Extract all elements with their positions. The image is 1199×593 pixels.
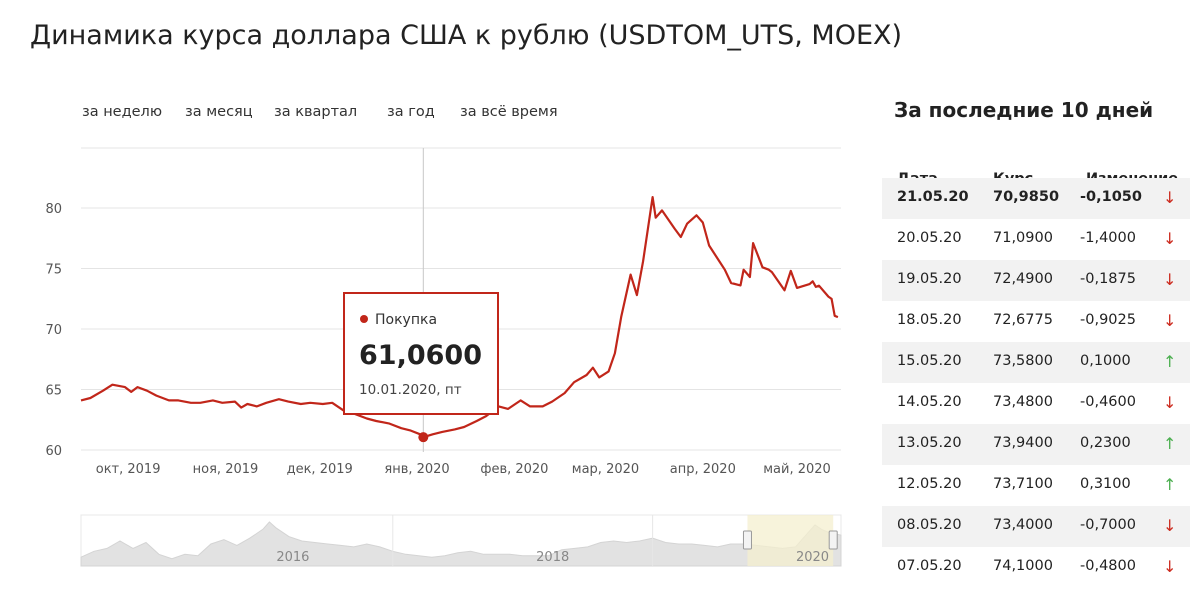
page-title: Динамика курса доллара США к рублю (USDT… <box>30 20 903 51</box>
table-row: 18.05.20 72,6775 -0,9025 ↓ <box>882 301 1190 342</box>
table-row: 15.05.20 73,5800 0,1000 ↑ <box>882 342 1190 383</box>
row-rate: 73,4000 <box>993 517 1053 533</box>
arrow-down-icon: ↓ <box>1163 393 1177 412</box>
row-date: 08.05.20 <box>897 517 962 533</box>
navigator-year-label: 2016 <box>276 550 309 565</box>
navigator-year-label: 2018 <box>536 550 569 565</box>
x-tick-label: апр, 2020 <box>670 462 736 477</box>
arrow-down-icon: ↓ <box>1163 557 1177 576</box>
y-tick-label: 80 <box>45 202 62 217</box>
table-row: 13.05.20 73,9400 0,2300 ↑ <box>882 424 1190 465</box>
table-row: 07.05.20 74,1000 -0,4800 ↓ <box>882 547 1190 588</box>
navigator-window <box>747 515 834 566</box>
table-row: 12.05.20 73,7100 0,3100 ↑ <box>882 465 1190 506</box>
y-tick-label: 75 <box>45 263 62 278</box>
period-tab-0[interactable]: за неделю <box>82 104 163 120</box>
period-selector: за неделю за месяц за квартал за год за всё … <box>82 104 602 126</box>
arrow-down-icon: ↓ <box>1163 311 1177 330</box>
x-tick-label: янв, 2020 <box>384 462 449 477</box>
rate-series-line <box>80 196 839 439</box>
row-date: 19.05.20 <box>897 271 962 287</box>
x-tick-label: май, 2020 <box>763 462 831 477</box>
x-tick-label: мар, 2020 <box>572 462 639 477</box>
table-row: 19.05.20 72,4900 -0,1875 ↓ <box>882 260 1190 301</box>
row-change: -0,1050 <box>1080 189 1142 205</box>
row-change: -0,7000 <box>1080 517 1136 533</box>
tooltip-series-dot <box>360 315 368 323</box>
row-date: 12.05.20 <box>897 476 962 492</box>
y-tick-label: 70 <box>45 323 62 338</box>
x-tick-label: окт, 2019 <box>96 462 161 477</box>
y-tick-label: 65 <box>45 384 62 399</box>
row-date: 07.05.20 <box>897 558 962 574</box>
arrow-up-icon: ↑ <box>1163 475 1177 494</box>
rate-table-body: 21.05.20 70,9850 -0,1050 ↓ 20.05.20 71,0900 -1… <box>882 178 1190 588</box>
tooltip-value: 61,0600 <box>359 340 482 371</box>
arrow-up-icon: ↑ <box>1163 352 1177 371</box>
row-rate: 74,1000 <box>993 558 1053 574</box>
tooltip-date: 10.01.2020, пт <box>359 382 462 398</box>
period-tab-2[interactable]: за квартал <box>274 104 358 120</box>
row-date: 14.05.20 <box>897 394 962 410</box>
arrow-down-icon: ↓ <box>1163 188 1177 207</box>
tooltip-box <box>343 292 499 415</box>
x-tick-label: дек, 2019 <box>287 462 353 477</box>
arrow-down-icon: ↓ <box>1163 270 1177 289</box>
period-tab-4[interactable]: за всё время <box>460 104 558 120</box>
row-rate: 72,6775 <box>993 312 1053 328</box>
navigator-year-label: 2020 <box>796 550 829 565</box>
table-row: 21.05.20 70,9850 -0,1050 ↓ <box>882 178 1190 219</box>
row-rate: 73,5800 <box>993 353 1053 369</box>
arrow-down-icon: ↓ <box>1163 516 1177 535</box>
row-rate: 70,9850 <box>993 189 1060 205</box>
arrow-down-icon: ↓ <box>1163 229 1177 248</box>
row-change: 0,1000 <box>1080 353 1131 369</box>
table-title: За последние 10 дней <box>894 98 1154 122</box>
row-rate: 73,4800 <box>993 394 1053 410</box>
row-change: 0,3100 <box>1080 476 1131 492</box>
row-rate: 73,9400 <box>993 435 1053 451</box>
table-row: 20.05.20 71,0900 -1,4000 ↓ <box>882 219 1190 260</box>
row-change: -1,4000 <box>1080 230 1136 246</box>
highlighted-point <box>418 432 429 443</box>
row-change: -0,4600 <box>1080 394 1136 410</box>
period-tab-3[interactable]: за год <box>387 104 435 120</box>
x-tick-label: ноя, 2019 <box>193 462 259 477</box>
row-rate: 72,4900 <box>993 271 1053 287</box>
row-rate: 71,0900 <box>993 230 1053 246</box>
x-tick-label: фев, 2020 <box>480 462 548 477</box>
row-date: 15.05.20 <box>897 353 962 369</box>
row-date: 13.05.20 <box>897 435 962 451</box>
navigator-handle-right[interactable] <box>828 530 838 550</box>
last-10-days-panel: За последние 10 дней Дата Курс Изменение… <box>882 98 1190 576</box>
period-tab-1[interactable]: за месяц <box>185 104 253 120</box>
navigator-handle-left[interactable] <box>742 530 752 550</box>
row-change: -0,1875 <box>1080 271 1136 287</box>
row-date: 18.05.20 <box>897 312 962 328</box>
row-date: 21.05.20 <box>897 189 969 205</box>
row-change: 0,2300 <box>1080 435 1131 451</box>
table-header: Дата Курс Изменение <box>882 122 1190 187</box>
exchange-rate-chart: 60 65 70 75 80 окт, 2019 ноя, 2019 дек, 2019 янв… <box>45 147 842 567</box>
arrow-up-icon: ↑ <box>1163 434 1177 453</box>
tooltip-series-label: Покупка <box>375 312 437 328</box>
row-change: -0,4800 <box>1080 558 1136 574</box>
table-row: 08.05.20 73,4000 -0,7000 ↓ <box>882 506 1190 547</box>
y-tick-label: 60 <box>45 444 62 459</box>
row-rate: 73,7100 <box>993 476 1053 492</box>
row-date: 20.05.20 <box>897 230 962 246</box>
row-change: -0,9025 <box>1080 312 1136 328</box>
table-row: 14.05.20 73,4800 -0,4600 ↓ <box>882 383 1190 424</box>
